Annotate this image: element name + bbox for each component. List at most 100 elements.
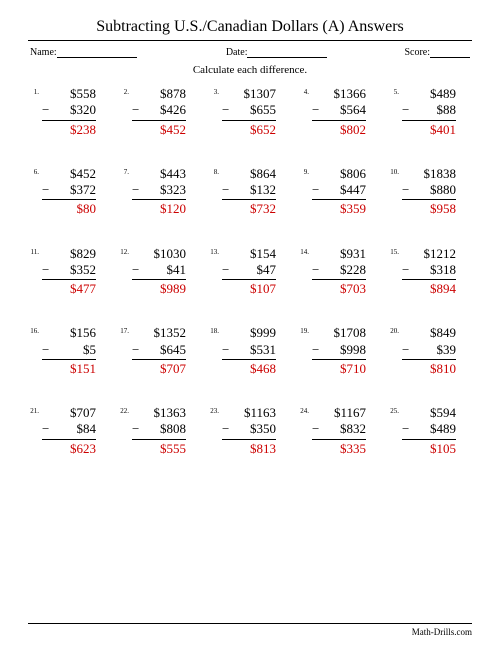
- problem-body: $1212− $318$894: [402, 246, 456, 298]
- problem-number: 6.: [28, 166, 42, 176]
- subtrahend-value: $132: [250, 182, 276, 197]
- problem-body: $594− $489$105: [402, 405, 456, 457]
- minus-sign: −: [222, 102, 229, 118]
- subtrahend-value: $320: [70, 102, 96, 117]
- subtrahend-value: $39: [437, 342, 457, 357]
- problem-body: $1838− $880$958: [402, 166, 456, 218]
- subtrahend-value: $318: [430, 262, 456, 277]
- minus-sign: −: [132, 342, 139, 358]
- answer: $555: [132, 440, 186, 457]
- subtrahend: − $318: [402, 262, 456, 280]
- meta-row: Name: Date: Score:: [28, 47, 472, 58]
- subtrahend-value: $41: [167, 262, 187, 277]
- subtrahend-value: $531: [250, 342, 276, 357]
- problem-number: 25.: [388, 405, 402, 415]
- answer: $452: [132, 121, 186, 138]
- minus-sign: −: [222, 182, 229, 198]
- problem: 5.$489− $88$401: [388, 86, 472, 138]
- problem-number: 16.: [28, 325, 42, 335]
- minus-sign: −: [222, 262, 229, 278]
- problem: 9.$806− $447$359: [298, 166, 382, 218]
- subtrahend: − $352: [42, 262, 96, 280]
- minuend: $707: [42, 405, 96, 421]
- date-line: [247, 47, 327, 58]
- problem: 18.$999− $531$468: [208, 325, 292, 377]
- subtrahend: − $489: [402, 421, 456, 439]
- problem: 13.$154− $47$107: [208, 246, 292, 298]
- problem: 15.$1212− $318$894: [388, 246, 472, 298]
- minus-sign: −: [132, 182, 139, 198]
- problem-number: 14.: [298, 246, 312, 256]
- problem-body: $489− $88$401: [402, 86, 456, 138]
- problem-number: 5.: [388, 86, 402, 96]
- score-label: Score:: [404, 47, 430, 58]
- subtrahend: − $47: [222, 262, 276, 280]
- date-label: Date:: [226, 47, 248, 58]
- minus-sign: −: [402, 262, 409, 278]
- minuend: $489: [402, 86, 456, 102]
- subtrahend-value: $84: [77, 421, 97, 436]
- minuend: $829: [42, 246, 96, 262]
- subtrahend: − $88: [402, 102, 456, 120]
- name-field: Name:: [30, 47, 137, 58]
- answer: $958: [402, 200, 456, 217]
- subtrahend: − $320: [42, 102, 96, 120]
- subtrahend-value: $350: [250, 421, 276, 436]
- problem-body: $1167− $832$335: [312, 405, 366, 457]
- subtrahend: − $372: [42, 182, 96, 200]
- problem-number: 2.: [118, 86, 132, 96]
- subtrahend: − $880: [402, 182, 456, 200]
- problem-number: 3.: [208, 86, 222, 96]
- subtrahend-value: $564: [340, 102, 366, 117]
- subtrahend: − $323: [132, 182, 186, 200]
- subtrahend: − $447: [312, 182, 366, 200]
- problem-number: 21.: [28, 405, 42, 415]
- subtrahend: − $41: [132, 262, 186, 280]
- problem-body: $849− $39$810: [402, 325, 456, 377]
- problem: 6.$452− $372$80: [28, 166, 112, 218]
- subtrahend: − $228: [312, 262, 366, 280]
- problem-number: 22.: [118, 405, 132, 415]
- footer: Math-Drills.com: [28, 623, 472, 637]
- problem: 11.$829− $352$477: [28, 246, 112, 298]
- problem-body: $1163− $350$813: [222, 405, 276, 457]
- minus-sign: −: [402, 182, 409, 198]
- minuend: $1838: [402, 166, 456, 182]
- problem: 24.$1167− $832$335: [298, 405, 382, 457]
- answer: $477: [42, 280, 96, 297]
- problem: 8.$864− $132$732: [208, 166, 292, 218]
- subtrahend: − $655: [222, 102, 276, 120]
- page-title: Subtracting U.S./Canadian Dollars (A) An…: [28, 18, 472, 41]
- score-line: [430, 47, 470, 58]
- minus-sign: −: [402, 102, 409, 118]
- minuend: $1163: [222, 405, 276, 421]
- minuend: $1212: [402, 246, 456, 262]
- problem-body: $154− $47$107: [222, 246, 276, 298]
- answer: $335: [312, 440, 366, 457]
- minus-sign: −: [132, 262, 139, 278]
- answer: $238: [42, 121, 96, 138]
- minuend: $1708: [312, 325, 366, 341]
- problem-body: $156− $5$151: [42, 325, 96, 377]
- subtrahend-value: $645: [160, 342, 186, 357]
- name-label: Name:: [30, 47, 57, 58]
- name-line: [57, 47, 137, 58]
- subtrahend-value: $5: [83, 342, 96, 357]
- problem-body: $1352− $645$707: [132, 325, 186, 377]
- subtrahend: − $998: [312, 342, 366, 360]
- subtrahend: − $531: [222, 342, 276, 360]
- minuend: $864: [222, 166, 276, 182]
- problem: 22.$1363− $808$555: [118, 405, 202, 457]
- subtrahend: − $5: [42, 342, 96, 360]
- problem-body: $806− $447$359: [312, 166, 366, 218]
- answer: $813: [222, 440, 276, 457]
- minuend: $1167: [312, 405, 366, 421]
- minuend: $558: [42, 86, 96, 102]
- problem: 25.$594− $489$105: [388, 405, 472, 457]
- subtrahend: − $426: [132, 102, 186, 120]
- minuend: $1363: [132, 405, 186, 421]
- problem-number: 15.: [388, 246, 402, 256]
- minus-sign: −: [402, 342, 409, 358]
- minus-sign: −: [42, 262, 49, 278]
- answer: $802: [312, 121, 366, 138]
